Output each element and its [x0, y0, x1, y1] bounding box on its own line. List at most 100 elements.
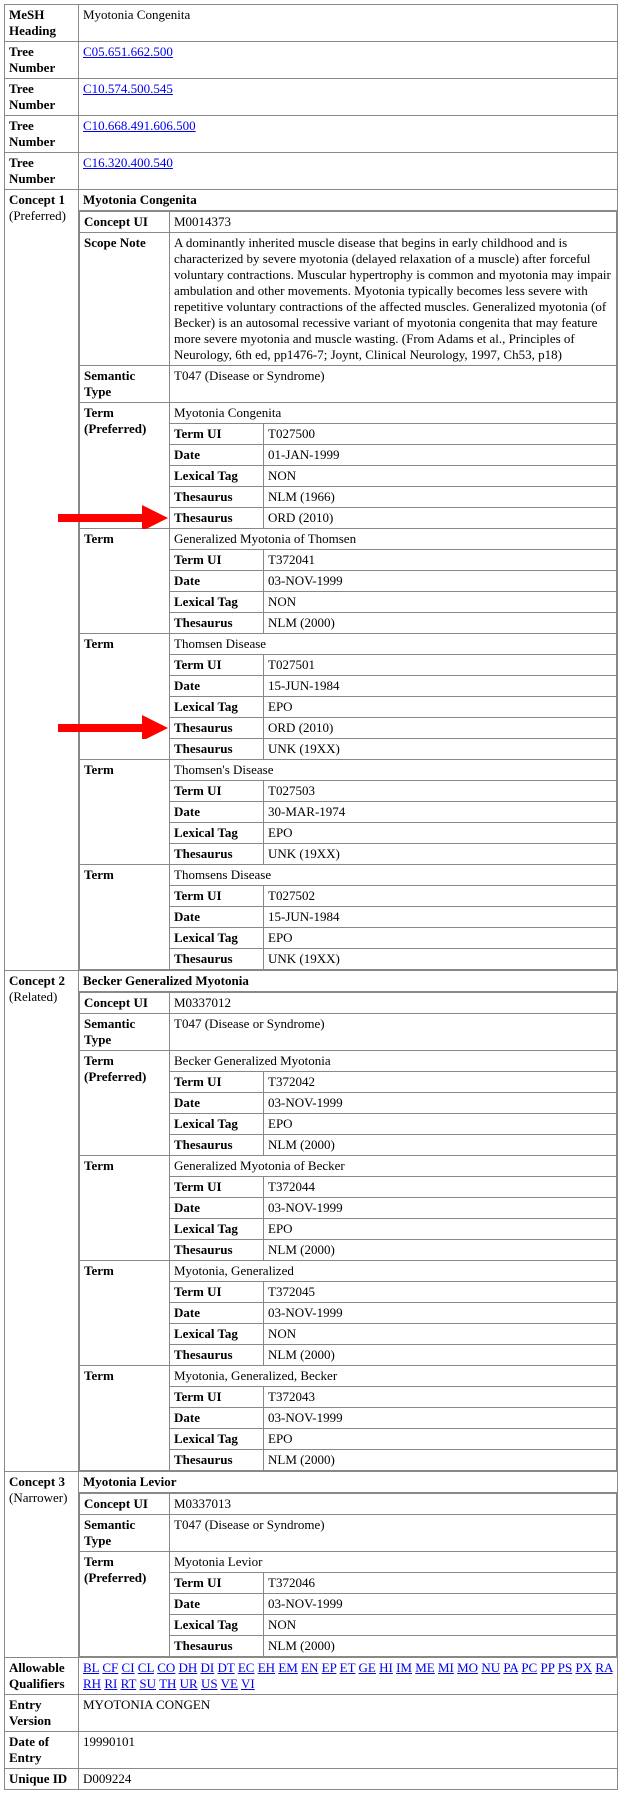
label-date: Date	[170, 1093, 264, 1114]
label-term-ui: Term UI	[170, 655, 264, 676]
concept-name: Myotonia Levior	[79, 1472, 618, 1493]
annotation-arrow-2	[58, 715, 168, 739]
qualifier-link[interactable]: TH	[159, 1676, 176, 1691]
qualifier-link[interactable]: DT	[218, 1660, 235, 1675]
tree-number-link[interactable]: C10.574.500.545	[83, 81, 173, 96]
qualifier-link[interactable]: PP	[540, 1660, 554, 1675]
unique-id-value: D009224	[79, 1769, 618, 1790]
term-ui-value: T372044	[264, 1177, 617, 1198]
qualifier-link[interactable]: ET	[340, 1660, 356, 1675]
lexical-tag-value: NON	[264, 1324, 617, 1345]
qualifier-link[interactable]: VE	[221, 1676, 238, 1691]
label-term-ui: Term UI	[170, 424, 264, 445]
label-lexical-tag: Lexical Tag	[170, 697, 264, 718]
thesaurus-value: NLM (2000)	[264, 1345, 617, 1366]
qualifier-link[interactable]: RH	[83, 1676, 101, 1691]
qualifier-link[interactable]: HI	[379, 1660, 393, 1675]
label-term: Term	[80, 1156, 170, 1261]
qualifier-link[interactable]: EH	[258, 1660, 275, 1675]
date-of-entry-value: 19990101	[79, 1732, 618, 1769]
term-name: Thomsens Disease	[170, 865, 617, 886]
label-thesaurus: Thesaurus	[170, 949, 264, 970]
tree-number-link[interactable]: C10.668.491.606.500	[83, 118, 196, 133]
term-name: Myotonia, Generalized, Becker	[170, 1366, 617, 1387]
label-concept-ui: Concept UI	[80, 212, 170, 233]
annotation-arrow-1	[58, 505, 168, 529]
concept-name: Becker Generalized Myotonia	[79, 971, 618, 992]
label-term: Term	[80, 1366, 170, 1471]
qualifier-link[interactable]: RI	[104, 1676, 117, 1691]
thesaurus-value: UNK (19XX)	[264, 739, 617, 760]
lexical-tag-value: NON	[264, 592, 617, 613]
qualifier-link[interactable]: MO	[457, 1660, 478, 1675]
qualifier-link[interactable]: RT	[121, 1676, 137, 1691]
label-concept1: Concept 1	[9, 192, 65, 207]
qualifier-link[interactable]: CL	[138, 1660, 154, 1675]
qualifier-link[interactable]: DH	[179, 1660, 198, 1675]
qualifier-link[interactable]: IM	[396, 1660, 412, 1675]
term-name: Myotonia Congenita	[170, 403, 617, 424]
qualifier-link[interactable]: MI	[438, 1660, 454, 1675]
term-date-value: 03-NOV-1999	[264, 1594, 617, 1615]
term-ui-value: T027503	[264, 781, 617, 802]
lexical-tag-value: EPO	[264, 1114, 617, 1135]
qualifier-link[interactable]: UR	[180, 1676, 198, 1691]
label-term-preferred: Term (Preferred)	[80, 1051, 170, 1156]
qualifier-link[interactable]: CF	[102, 1660, 118, 1675]
qualifier-link[interactable]: EC	[238, 1660, 255, 1675]
qualifier-link[interactable]: CO	[157, 1660, 175, 1675]
term-name: Myotonia Levior	[170, 1552, 617, 1573]
qualifier-link[interactable]: EM	[278, 1660, 298, 1675]
qualifier-link[interactable]: NU	[481, 1660, 500, 1675]
thesaurus-value: ORD (2010)	[264, 508, 617, 529]
label-term: Term	[80, 760, 170, 865]
qualifier-link[interactable]: US	[201, 1676, 218, 1691]
allowable-qualifiers-value: BL CF CI CL CO DH DI DT EC EH EM EN EP E…	[79, 1658, 618, 1695]
term-ui-value: T372045	[264, 1282, 617, 1303]
term-date-value: 30-MAR-1974	[264, 802, 617, 823]
term-date-value: 03-NOV-1999	[264, 571, 617, 592]
label-lexical-tag: Lexical Tag	[170, 592, 264, 613]
lexical-tag-value: EPO	[264, 1219, 617, 1240]
mesh-record-table: MeSH HeadingMyotonia CongenitaTree Numbe…	[4, 4, 618, 1790]
label-concept2: Concept 2	[9, 973, 65, 988]
lexical-tag-value: EPO	[264, 1429, 617, 1450]
tree-number-link[interactable]: C16.320.400.540	[83, 155, 173, 170]
qualifier-link[interactable]: VI	[241, 1676, 255, 1691]
tree-number-value: C16.320.400.540	[79, 153, 618, 190]
label-term: Term	[80, 1261, 170, 1366]
label-semantic-type: Semantic Type	[80, 1515, 170, 1552]
qualifier-link[interactable]: SU	[139, 1676, 156, 1691]
term-ui-value: T372046	[264, 1573, 617, 1594]
label-term-ui: Term UI	[170, 550, 264, 571]
thesaurus-value: ORD (2010)	[264, 718, 617, 739]
qualifier-link[interactable]: EP	[322, 1660, 337, 1675]
thesaurus-value: NLM (2000)	[264, 613, 617, 634]
tree-number-value: C10.574.500.545	[79, 79, 618, 116]
term-ui-value: T027501	[264, 655, 617, 676]
label-thesaurus: Thesaurus	[170, 1345, 264, 1366]
qualifier-link[interactable]: PS	[558, 1660, 572, 1675]
lexical-tag-value: EPO	[264, 928, 617, 949]
thesaurus-value: NLM (2000)	[264, 1135, 617, 1156]
entry-version-value: MYOTONIA CONGEN	[79, 1695, 618, 1732]
lexical-tag-value: EPO	[264, 697, 617, 718]
qualifier-link[interactable]: EN	[301, 1660, 318, 1675]
label-thesaurus: Thesaurus	[170, 1450, 264, 1471]
qualifier-link[interactable]: RA	[595, 1660, 612, 1675]
qualifier-link[interactable]: ME	[415, 1660, 435, 1675]
mesh-heading-value: Myotonia Congenita	[79, 5, 618, 42]
qualifier-link[interactable]: BL	[83, 1660, 99, 1675]
qualifier-link[interactable]: PA	[503, 1660, 518, 1675]
qualifier-link[interactable]: PX	[575, 1660, 592, 1675]
qualifier-link[interactable]: DI	[201, 1660, 215, 1675]
thesaurus-value: NLM (2000)	[264, 1240, 617, 1261]
label-lexical-tag: Lexical Tag	[170, 1219, 264, 1240]
label-date: Date	[170, 1408, 264, 1429]
lexical-tag-value: NON	[264, 1615, 617, 1636]
label-thesaurus: Thesaurus	[170, 844, 264, 865]
tree-number-link[interactable]: C05.651.662.500	[83, 44, 173, 59]
qualifier-link[interactable]: GE	[359, 1660, 376, 1675]
qualifier-link[interactable]: CI	[122, 1660, 135, 1675]
qualifier-link[interactable]: PC	[521, 1660, 537, 1675]
